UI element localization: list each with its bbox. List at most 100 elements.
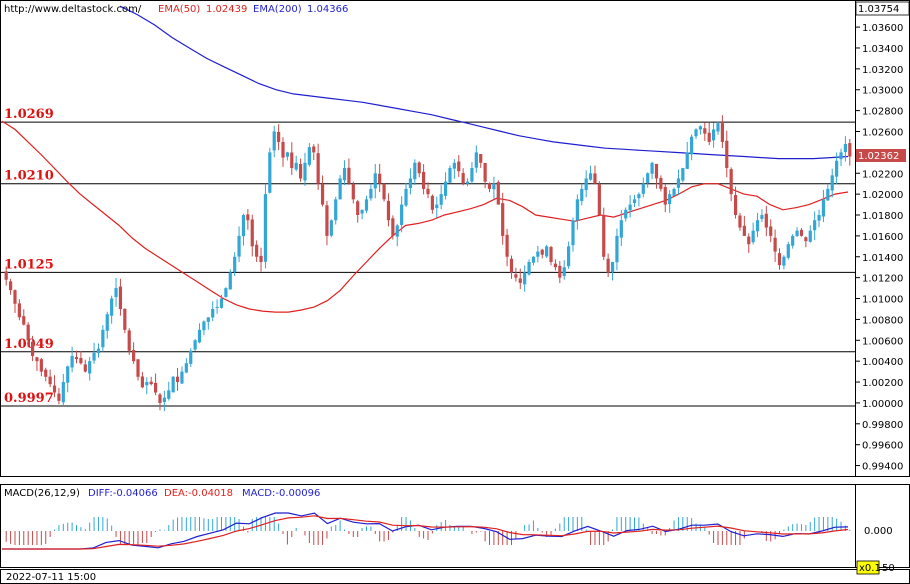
top-price-box	[855, 1, 910, 16]
candle-body	[408, 178, 413, 189]
candle-body	[277, 131, 281, 142]
candle-body	[404, 188, 408, 206]
candle-body	[140, 376, 145, 388]
candle-body	[799, 229, 804, 236]
candle-body	[83, 364, 87, 372]
candle-body	[382, 184, 386, 200]
candle-body	[707, 132, 711, 142]
candle-body	[777, 253, 782, 266]
macd-value: MACD:-0.00096	[242, 488, 320, 499]
price-axis	[855, 0, 910, 477]
candle-body	[571, 220, 575, 246]
candle-body	[325, 205, 329, 236]
candle-body	[66, 366, 70, 383]
candle-body	[751, 230, 755, 243]
candle-body	[246, 214, 250, 221]
candle-body	[641, 183, 645, 194]
candle-body	[786, 244, 790, 258]
candle-body	[96, 348, 101, 354]
candle-body	[672, 188, 676, 196]
candle-body	[615, 235, 619, 263]
candle-body	[13, 290, 17, 304]
candle-body	[496, 182, 500, 205]
level-label: 0.9997	[4, 391, 54, 406]
candle-body	[158, 394, 162, 403]
candle-body	[386, 200, 391, 221]
candle-body	[312, 146, 316, 153]
candle-body	[211, 308, 215, 318]
candle-body	[483, 162, 487, 182]
candle-body	[224, 288, 228, 297]
site-url[interactable]: http://www.deltastock.com/	[4, 4, 142, 15]
candle-body	[839, 152, 843, 160]
macd-axis	[855, 484, 910, 568]
macd-dea-line	[2, 515, 849, 550]
y-tick-label: 0.99800	[862, 420, 903, 431]
candle-body	[30, 341, 35, 356]
candle-body	[457, 161, 461, 172]
candle-body	[373, 173, 377, 189]
candle-body	[110, 298, 114, 316]
y-tick-label: 0.99600	[862, 441, 903, 452]
candle-body	[22, 316, 26, 325]
candle-body	[465, 181, 470, 184]
candle-body	[413, 162, 417, 180]
y-tick-label: 1.00000	[862, 399, 903, 410]
candle-body	[132, 349, 136, 362]
candle-body	[610, 261, 615, 273]
candle-body	[549, 247, 553, 262]
candle-body	[303, 162, 307, 181]
candle-body	[79, 357, 83, 364]
candle-body	[575, 199, 579, 221]
candle-body	[197, 329, 202, 343]
candle-body	[272, 131, 276, 151]
candle-body	[369, 188, 373, 199]
candle-body	[44, 369, 48, 377]
candle-body	[492, 183, 496, 190]
candle-body	[602, 215, 606, 257]
candle-body	[659, 177, 663, 189]
candle-body	[703, 128, 707, 134]
y-tick-label: 1.03400	[862, 44, 903, 55]
candle-body	[298, 164, 303, 179]
candle-body	[347, 167, 351, 184]
candle-body	[580, 188, 584, 201]
current-price-value: 1.02362	[858, 151, 899, 162]
y-tick-label: 0.99400	[862, 462, 903, 473]
macd-diff-line	[2, 512, 849, 550]
candle-body	[584, 178, 588, 191]
candle-body	[725, 140, 729, 169]
candle-body	[764, 213, 768, 228]
date-readout: 2022-07-11 15:00	[6, 572, 96, 583]
candle-body	[808, 230, 812, 242]
level-label: 1.0269	[4, 107, 54, 122]
candle-body	[259, 255, 263, 262]
current-price-box	[856, 149, 906, 162]
candle-body	[694, 129, 698, 137]
scale-button-label[interactable]: x0.1	[859, 563, 881, 574]
candle-body	[228, 272, 232, 290]
y-tick-label: 1.00200	[862, 378, 903, 389]
candle-body	[650, 162, 654, 174]
scale-button[interactable]	[856, 560, 880, 575]
macd-diff: DIFF:-0.04066	[88, 488, 158, 499]
candle-body	[206, 317, 210, 322]
candle-body	[70, 355, 74, 368]
candle-body	[487, 183, 492, 189]
candle-body	[145, 382, 149, 386]
candle-body	[562, 267, 566, 277]
candle-body	[417, 162, 421, 174]
candle-body	[184, 363, 188, 373]
candle-body	[443, 181, 448, 196]
candle-body	[760, 215, 764, 219]
candle-body	[114, 288, 118, 298]
candle-body	[294, 162, 298, 170]
candle-body	[48, 376, 52, 385]
candle-body	[474, 152, 478, 168]
candle-body	[153, 382, 158, 393]
candle-body	[479, 154, 483, 163]
candle-body	[17, 303, 21, 318]
candle-body	[74, 357, 79, 360]
candle-body	[351, 184, 355, 200]
